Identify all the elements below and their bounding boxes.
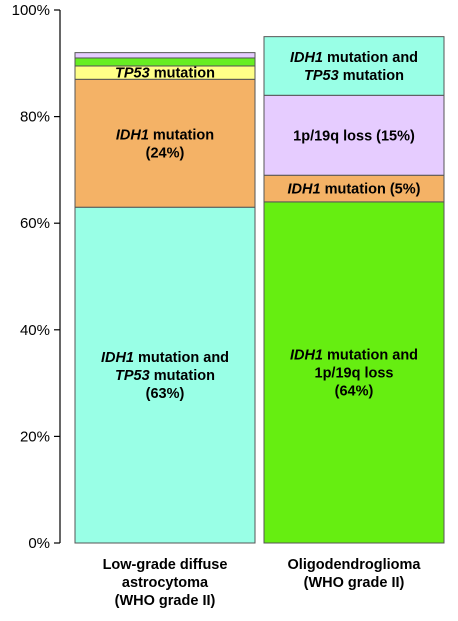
y-tick-label: 0% bbox=[28, 535, 50, 552]
bar-segment bbox=[263, 94, 445, 176]
bars bbox=[74, 36, 445, 544]
bar-segment bbox=[263, 36, 445, 96]
x-category-label: Low-grade diffuse astrocytoma (WHO grade I… bbox=[103, 557, 228, 609]
y-tick-label: 80% bbox=[20, 109, 50, 126]
bar-segment bbox=[74, 206, 256, 544]
segment-labels: IDH1 mutation and TP53 mutation (63%) IDH1 … bbox=[101, 50, 421, 402]
bar-segment bbox=[263, 174, 445, 203]
segment-label: IDH1 mutation (5%) bbox=[288, 182, 421, 198]
segment-label: IDH1 mutation and TP53 mutation bbox=[290, 50, 418, 84]
y-tick-label: 60% bbox=[20, 215, 50, 232]
y-tick-label: 100% bbox=[12, 2, 50, 19]
bar-segment bbox=[74, 78, 256, 208]
y-tick-label: 20% bbox=[20, 428, 50, 445]
y-tick-label: 40% bbox=[20, 322, 50, 339]
segment-label: 1p/19q loss (15%) bbox=[293, 128, 415, 144]
segment-label: IDH1 mutation and 1p/19q loss (64%) bbox=[290, 347, 418, 399]
bar-segment bbox=[263, 201, 445, 544]
segment-label: IDH1 mutation and TP53 mutation (63%) bbox=[101, 350, 229, 402]
category-labels: Low-grade diffuse astrocytoma (WHO grade I… bbox=[103, 557, 422, 609]
segment-label: IDH1 mutation (24%) bbox=[116, 127, 214, 161]
segment-label: TP53 mutation bbox=[115, 66, 215, 82]
bar-segment bbox=[74, 52, 256, 59]
y-axis: 0% 20% 40% 60% 80% 100% bbox=[12, 2, 61, 552]
x-category-label: Oligodendroglioma (WHO grade II) bbox=[288, 557, 422, 591]
